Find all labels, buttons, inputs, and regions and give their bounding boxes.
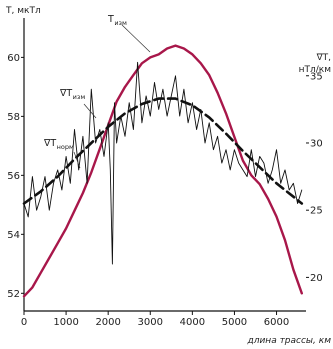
y-left-tick-label: 58 — [7, 112, 20, 123]
axes — [23, 18, 306, 312]
y-right-tick-label: 20 — [310, 273, 323, 284]
series-annotation: Т — [107, 14, 114, 25]
series-annotation-subscript: изм — [73, 93, 86, 101]
annotation-leader — [83, 103, 97, 119]
y-right-tick-label: 30 — [310, 138, 323, 149]
series-line-1 — [23, 61, 303, 265]
y-left-tick-label: 56 — [7, 171, 20, 182]
series-annotation-subscript: изм — [114, 19, 127, 27]
y-right-tick-label: 25 — [310, 206, 323, 217]
y-left-axis-title: Т, мкТл — [5, 6, 41, 16]
y-left-tick-label: 54 — [7, 230, 20, 241]
x-tick-label: 0 — [21, 317, 27, 328]
y-right-axis-title-line: нТл/км — [299, 65, 331, 75]
y-left-tick-label: 52 — [7, 289, 20, 300]
x-tick-label: 3000 — [138, 317, 163, 328]
x-tick-label: 5000 — [222, 317, 247, 328]
series-annotation: ∇Т — [43, 138, 56, 149]
annotation-leader — [73, 151, 81, 169]
x-tick-label: 4000 — [180, 317, 205, 328]
annotation-leader — [121, 24, 151, 53]
x-tick-label: 2000 — [95, 317, 120, 328]
x-axis-title: длина трассы, км — [246, 336, 331, 346]
y-left-tick-label: 60 — [7, 53, 20, 64]
series-line-2 — [22, 97, 304, 205]
x-tick-label: 1000 — [53, 317, 78, 328]
series-annotation-subscript: норм — [57, 143, 74, 151]
series-layer — [22, 44, 304, 298]
series-line-0 — [22, 44, 303, 298]
series-annotation: ∇Т — [59, 88, 72, 99]
y-right-tick-label: 35 — [310, 71, 323, 82]
x-tick-label: 6000 — [264, 317, 289, 328]
ticks-layer: 0 1000 2000 3000 4000 5000 6000 52 54 56 58 60 20 25 3… — [7, 53, 322, 328]
y-right-axis-title-line: ∇Т, — [316, 53, 331, 63]
